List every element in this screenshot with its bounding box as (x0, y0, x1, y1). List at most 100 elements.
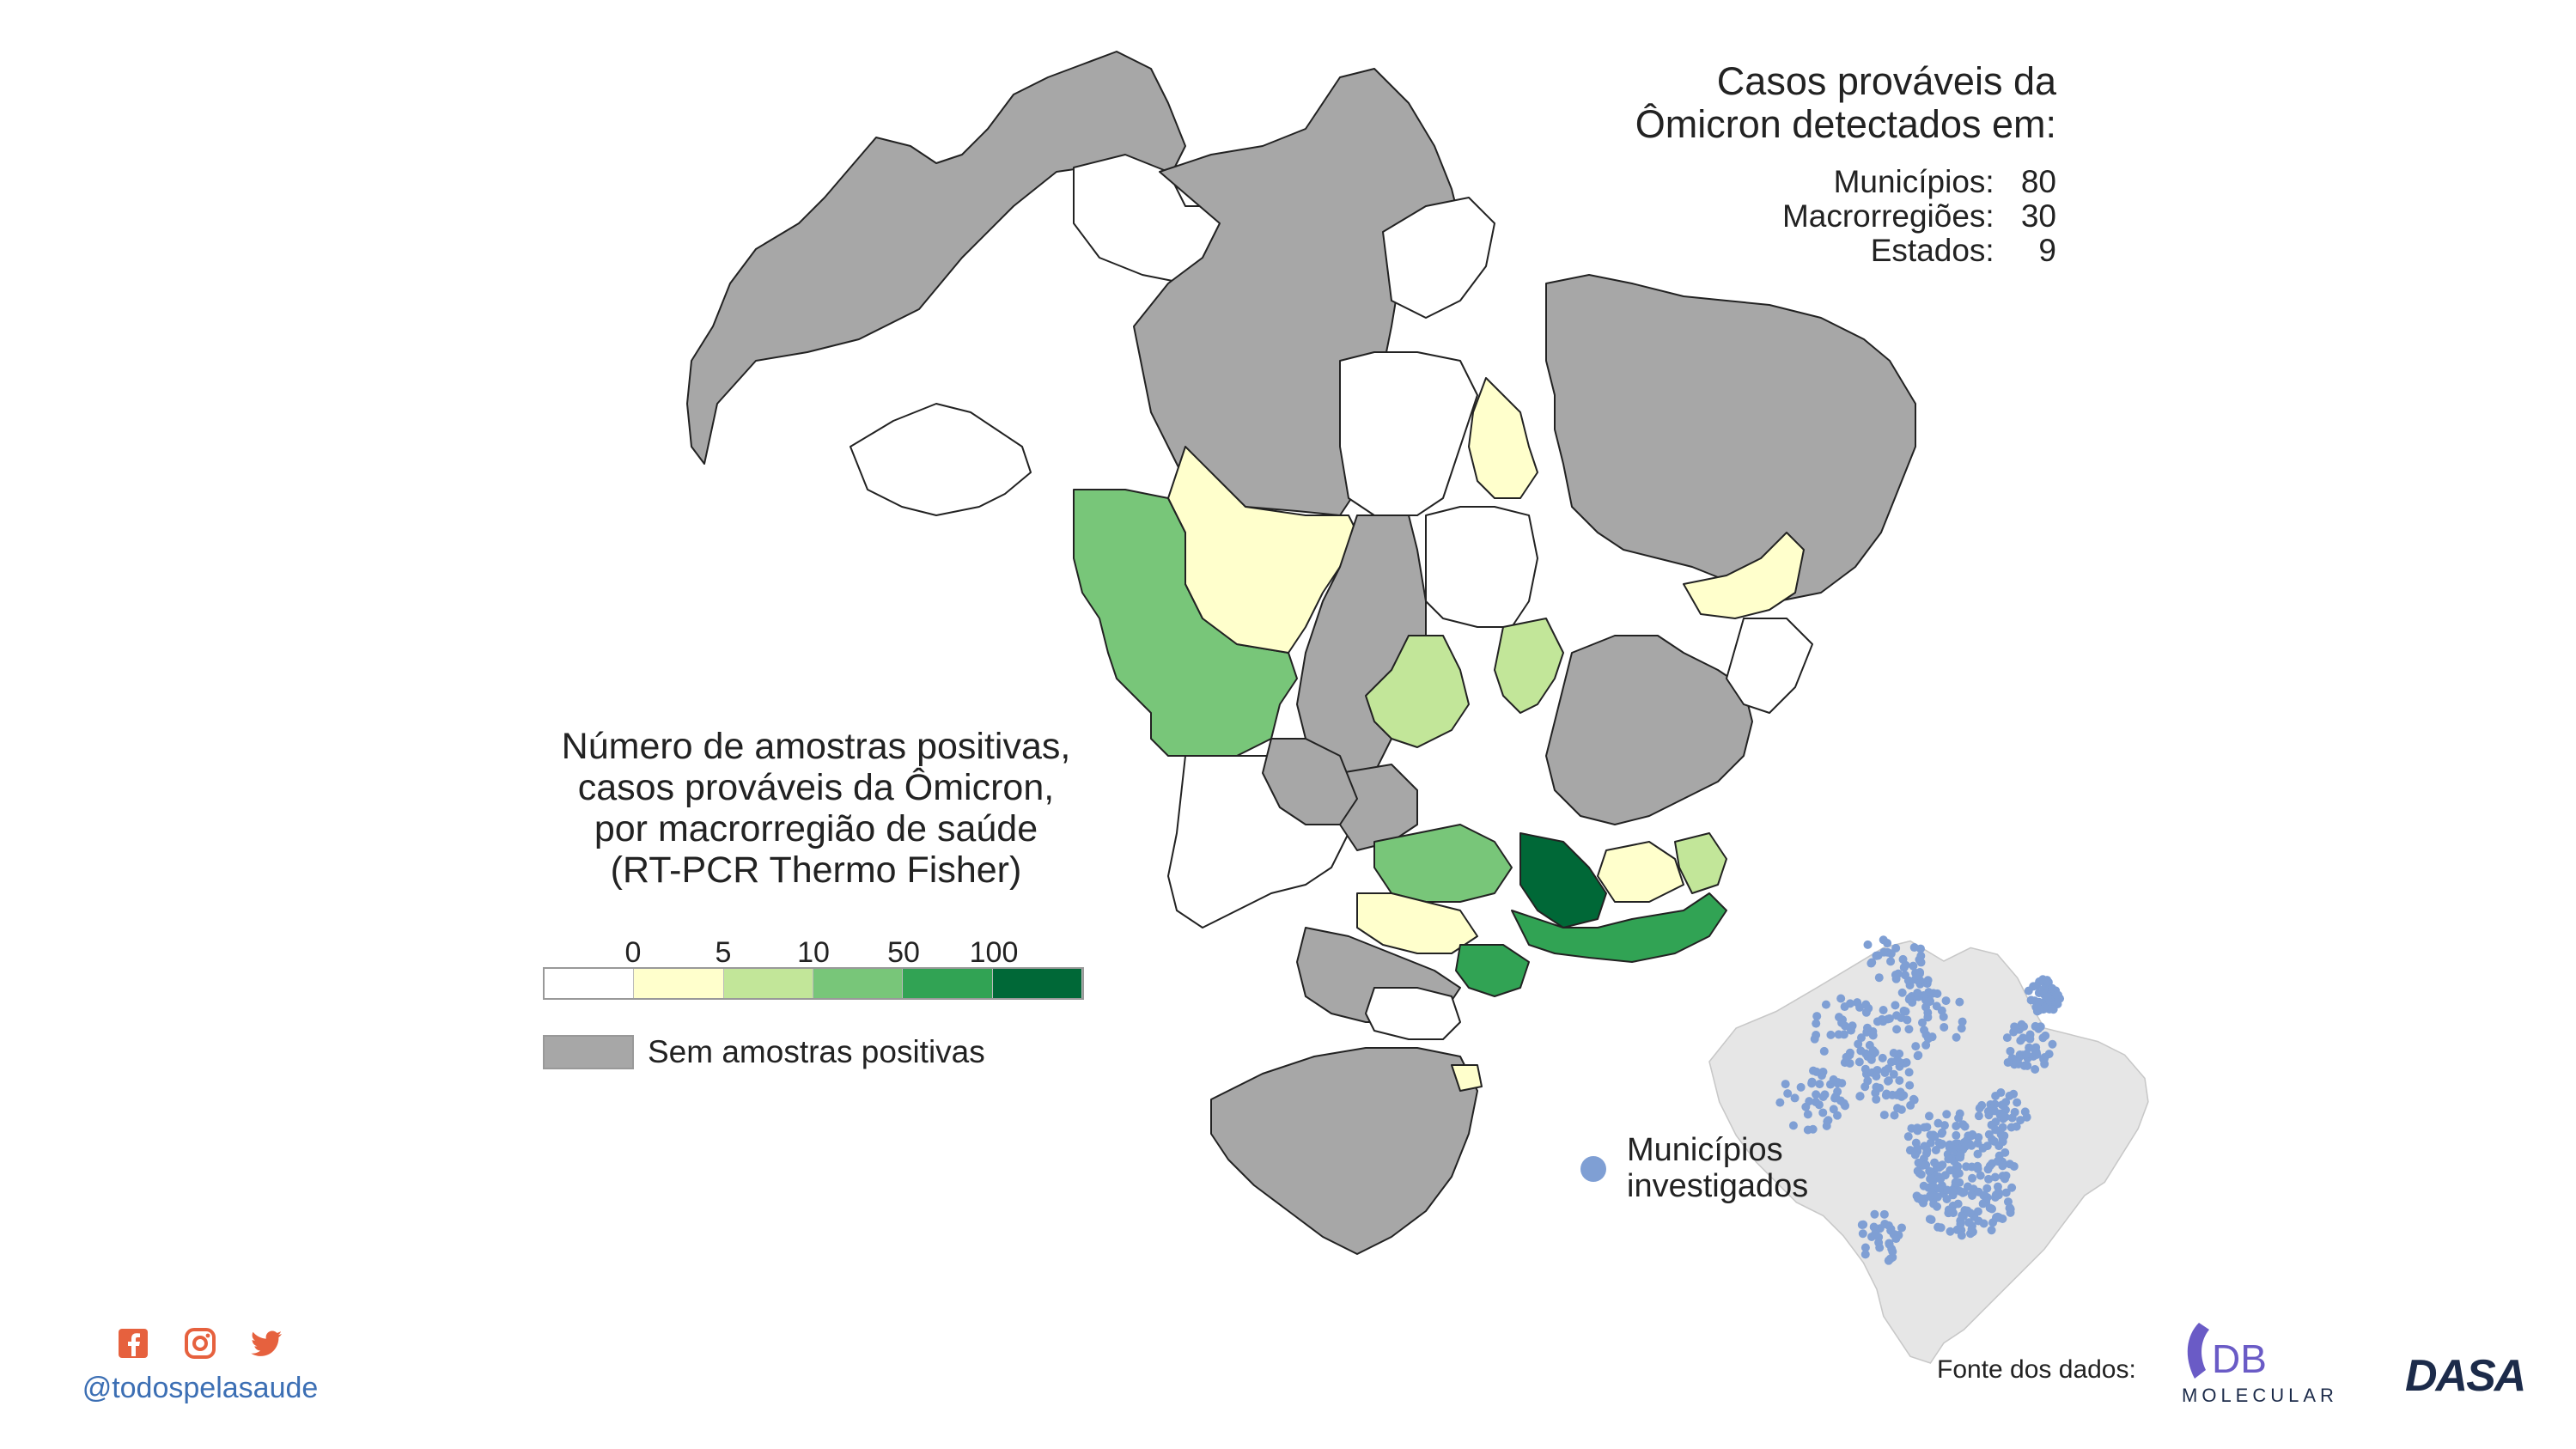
municipality-dot-icon (1580, 1156, 1606, 1182)
municipality-dot (1955, 1186, 1964, 1196)
municipality-dot (1897, 1105, 1906, 1114)
municipality-dot (1897, 1223, 1906, 1233)
region-minas-yellow (1597, 841, 1684, 903)
legend-no-samples-swatch (543, 1035, 634, 1069)
municipality-dot (1975, 1104, 1984, 1113)
region-para-east-white (1339, 351, 1478, 516)
municipality-dot (1934, 1184, 1943, 1193)
municipality-dot (1870, 1209, 1879, 1219)
municipality-dot (1860, 1250, 1870, 1259)
region-northeast-gray (1545, 274, 1916, 602)
region-rs-gray (1210, 1047, 1478, 1255)
municipality-dot (1991, 1125, 2001, 1135)
municipality-dot (1914, 1158, 1923, 1167)
municipality-dot (1948, 1144, 1958, 1154)
municipality-dot (1897, 1092, 1906, 1101)
municipality-dot (1846, 999, 1855, 1008)
municipality-dot (1873, 951, 1883, 960)
municipality-dot (1879, 1111, 1889, 1120)
social-handle[interactable]: @todospelasaude (82, 1372, 319, 1404)
svg-text:DB: DB (2212, 1336, 2267, 1381)
municipality-dot (1991, 1091, 2001, 1100)
region-parana-green (1455, 944, 1530, 997)
municipality-dot (1810, 1034, 1819, 1044)
map-legend: Número de amostras positivas, casos prov… (533, 726, 1099, 891)
municipality-dot (1946, 1227, 1955, 1236)
region-west-white (850, 403, 1032, 516)
municipality-dot (1891, 1001, 1900, 1010)
municipality-dot (1829, 1105, 1838, 1114)
municipality-dot (2013, 1098, 2022, 1107)
municipality-dot (1927, 1215, 1936, 1225)
municipality-dot (1926, 1138, 1935, 1148)
region-ms-gray (1339, 764, 1418, 851)
municipality-dot (1960, 1142, 1970, 1152)
omicron-summary: Casos prováveis da Ômicron detectados em… (1635, 60, 2056, 268)
region-minas-darkgreen (1519, 832, 1607, 928)
legend-no-samples: Sem amostras positivas (543, 1034, 985, 1070)
twitter-icon[interactable] (251, 1327, 283, 1360)
municipality-dot (2016, 1036, 2025, 1045)
municipality-dot (1954, 1113, 1964, 1123)
municipality-dot (1983, 1106, 1993, 1116)
municipality-dot (2048, 983, 2057, 993)
instagram-icon[interactable] (184, 1327, 216, 1360)
municipality-dot (1884, 1221, 1893, 1230)
municipality-dot (1829, 1075, 1838, 1084)
municipality-dot (1883, 939, 1892, 948)
municipality-dot (1958, 1017, 1967, 1026)
municipality-dot (1923, 1008, 1933, 1018)
municipality-dot (2001, 1171, 2011, 1180)
municipality-dot (1933, 989, 1942, 998)
legend-no-samples-label: Sem amostras positivas (648, 1034, 985, 1069)
municipality-dot (1834, 1013, 1843, 1022)
municipality-dot (1881, 1091, 1891, 1100)
municipality-dot (1858, 1229, 1867, 1239)
municipality-dot (1841, 1021, 1850, 1031)
facebook-icon[interactable] (117, 1327, 149, 1360)
municipality-dot (1860, 1243, 1870, 1252)
municipality-dot (2032, 1050, 2042, 1059)
municipality-dot (1888, 1247, 1897, 1257)
municipality-dot (1879, 1209, 1889, 1219)
municipality-dot (1807, 1079, 1817, 1088)
municipality-dot (1863, 1076, 1873, 1086)
municipality-dot (2003, 1197, 2013, 1207)
municipality-dot (1909, 961, 1918, 971)
municipality-dot (1910, 1150, 1920, 1160)
municipality-dot (1884, 1076, 1893, 1086)
municipality-dot (1930, 1158, 1940, 1167)
municipality-dot (1927, 1032, 1937, 1042)
municipality-dot (1976, 1171, 1985, 1180)
municipality-dot (1947, 1207, 1957, 1216)
municipality-dot (1861, 1000, 1871, 1009)
region-sp-green (1511, 892, 1727, 963)
region-north-gray (686, 51, 1186, 465)
municipality-dot (1839, 1099, 1848, 1108)
legend-tick: 5 (715, 936, 732, 969)
municipality-dot (2049, 1005, 2058, 1014)
municipality-dot (1911, 1042, 1921, 1051)
municipality-dot (1903, 1132, 1913, 1142)
municipality-dot (2040, 1059, 2049, 1068)
municipality-dot (2005, 1091, 2014, 1100)
municipality-dot (1957, 1231, 1966, 1240)
municipality-dot (1952, 1121, 1961, 1130)
legend-tick: 100 (969, 936, 1019, 969)
municipality-dot (2010, 1107, 2019, 1117)
municipality-dot (1832, 1111, 1842, 1120)
region-bahia-gray (1545, 635, 1753, 825)
municipality-dot (1932, 1002, 1941, 1011)
municipality-dot (2006, 1046, 2015, 1056)
municipality-dot (1955, 997, 1964, 1007)
municipality-dot (1818, 1092, 1828, 1101)
municipality-dot (1924, 997, 1934, 1007)
municipality-dot (1967, 1141, 1976, 1150)
municipality-dot (1879, 1005, 1888, 1014)
municipality-dot (1863, 1023, 1873, 1032)
municipality-dot (1998, 1161, 2007, 1171)
legend-bin (723, 969, 813, 998)
region-paraiba-yellow (1683, 532, 1805, 619)
municipality-dot (1973, 1149, 1982, 1159)
